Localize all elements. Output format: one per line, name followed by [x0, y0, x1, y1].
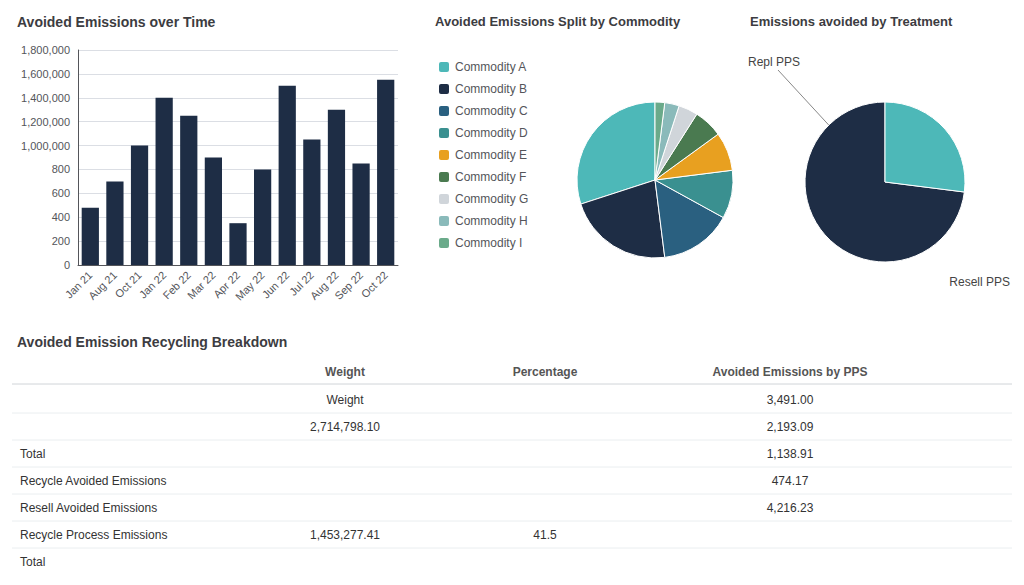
svg-text:800: 800 — [52, 163, 70, 175]
svg-text:400: 400 — [52, 211, 70, 223]
svg-text:Weight: Weight — [326, 393, 364, 407]
svg-text:1,600,000: 1,600,000 — [21, 68, 70, 80]
svg-text:Commodity C: Commodity C — [455, 104, 528, 118]
svg-text:1,453,277.41: 1,453,277.41 — [310, 528, 380, 542]
svg-text:Repl PPS: Repl PPS — [748, 55, 800, 69]
svg-text:41.5: 41.5 — [533, 528, 557, 542]
svg-text:Feb 22: Feb 22 — [160, 268, 193, 302]
svg-text:1,000,000: 1,000,000 — [21, 140, 70, 152]
svg-text:Commodity D: Commodity D — [455, 126, 528, 140]
svg-text:Commodity I: Commodity I — [455, 236, 522, 250]
svg-text:Total: Total — [20, 447, 45, 461]
svg-text:Oct 21: Oct 21 — [112, 268, 144, 301]
svg-text:Resell Avoided Emissions: Resell Avoided Emissions — [20, 501, 157, 515]
svg-text:600: 600 — [52, 187, 70, 199]
svg-text:Avoided Emissions Split by Com: Avoided Emissions Split by Commodity — [435, 14, 681, 29]
svg-text:Weight: Weight — [325, 365, 365, 379]
svg-text:Sep 22: Sep 22 — [332, 269, 365, 302]
svg-text:1,800,000: 1,800,000 — [21, 44, 70, 56]
svg-text:Avoided Emissions by PPS: Avoided Emissions by PPS — [713, 365, 868, 379]
svg-text:Jun 22: Jun 22 — [260, 269, 292, 301]
svg-text:200: 200 — [52, 235, 70, 247]
svg-text:Total: Total — [20, 555, 45, 569]
svg-text:Commodity F: Commodity F — [455, 170, 526, 184]
svg-text:Jul 22: Jul 22 — [286, 268, 317, 298]
svg-text:Jan 21: Jan 21 — [62, 268, 95, 301]
svg-text:Commodity H: Commodity H — [455, 214, 528, 228]
svg-text:Commodity B: Commodity B — [455, 82, 527, 96]
svg-text:Percentage: Percentage — [513, 365, 578, 379]
svg-text:Commodity E: Commodity E — [455, 148, 527, 162]
svg-text:Apr 22: Apr 22 — [210, 268, 243, 301]
svg-text:0: 0 — [64, 259, 70, 271]
svg-text:Resell PPS: Resell PPS — [949, 275, 1010, 289]
svg-text:Jan 22: Jan 22 — [136, 268, 169, 301]
svg-text:Oct 22: Oct 22 — [359, 269, 390, 300]
svg-text:Emissions avoided by Treatment: Emissions avoided by Treatment — [750, 14, 953, 29]
svg-text:1,400,000: 1,400,000 — [21, 92, 70, 104]
svg-text:Recycle Process Emissions: Recycle Process Emissions — [20, 528, 167, 542]
svg-text:Aug 22: Aug 22 — [307, 268, 341, 302]
svg-text:Commodity A: Commodity A — [455, 60, 526, 74]
svg-text:Recycle Avoided Emissions: Recycle Avoided Emissions — [20, 474, 167, 488]
svg-text:1,138.91: 1,138.91 — [767, 447, 814, 461]
svg-text:May 22: May 22 — [233, 269, 267, 303]
svg-text:Avoided Emissions over Time: Avoided Emissions over Time — [17, 14, 216, 30]
svg-text:Mar 22: Mar 22 — [185, 269, 218, 302]
svg-text:4,216.23: 4,216.23 — [767, 501, 814, 515]
svg-text:2,193.09: 2,193.09 — [767, 420, 814, 434]
svg-text:Commodity G: Commodity G — [455, 192, 528, 206]
svg-text:2,714,798.10: 2,714,798.10 — [310, 420, 380, 434]
svg-text:474.17: 474.17 — [772, 474, 809, 488]
svg-text:Avoided Emission Recycling Bre: Avoided Emission Recycling Breakdown — [17, 334, 287, 350]
svg-text:Aug 21: Aug 21 — [86, 269, 119, 302]
svg-text:3,491.00: 3,491.00 — [767, 393, 814, 407]
svg-text:1,200,000: 1,200,000 — [21, 116, 70, 128]
